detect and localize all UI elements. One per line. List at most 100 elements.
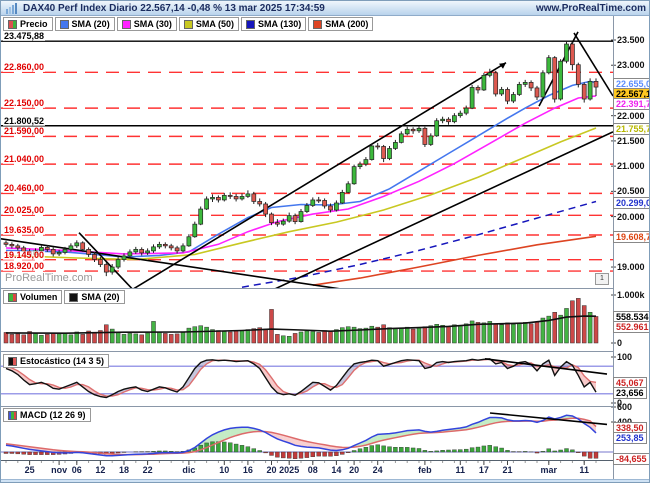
price-legend-item[interactable]: SMA (50) (178, 17, 240, 31)
watermark: ProRealTime.com (5, 272, 93, 284)
price-level-label[interactable]: 19.635,00 (3, 225, 46, 235)
x-axis (5, 461, 597, 465)
price-value-label: 21.755,70 (613, 123, 649, 135)
volume-bar (511, 324, 516, 344)
macd-histogram-bar (157, 450, 162, 453)
price-legend-item[interactable]: SMA (30) (116, 17, 177, 31)
volume-plot[interactable] (3, 298, 599, 344)
macd-histogram-bar (523, 451, 528, 453)
volume-legend-item[interactable]: Volumen (3, 290, 63, 304)
candle-down (86, 249, 91, 255)
candle-down (44, 247, 50, 250)
volume-bar (316, 332, 321, 344)
volume-bar (39, 335, 44, 344)
macd-histogram-bar (499, 447, 504, 453)
sma130-line (241, 200, 597, 288)
volume-bar (192, 326, 198, 344)
stoch-legend-item[interactable]: Estocástico (14 3 5) (3, 354, 110, 368)
sma200-line (312, 235, 597, 286)
x-axis-label: 06 (71, 465, 82, 475)
candle-up (345, 183, 351, 193)
candle-down (174, 247, 180, 252)
macd-histogram-bar (163, 450, 168, 453)
price-level-label[interactable]: 21.590,00 (3, 126, 46, 137)
macd-plot[interactable] (1, 412, 613, 459)
legend-color-icon (59, 19, 69, 29)
price-level-label[interactable]: 21.040,00 (3, 154, 46, 165)
candle-up (351, 166, 357, 185)
macd-legend: MACD (12 26 9) (3, 408, 91, 422)
legend-label: Precio (20, 19, 48, 29)
candle-down (593, 81, 599, 88)
volume-bar (528, 323, 534, 344)
prorealtime-url[interactable]: www.ProRealTime.com (535, 2, 646, 14)
volume-bar (381, 324, 386, 344)
price-legend-item[interactable]: SMA (200) (308, 17, 374, 31)
candle-up (546, 57, 552, 74)
candle-up (469, 87, 475, 109)
price-level-label[interactable]: 19.145,00 (3, 249, 46, 260)
price-level-label[interactable]: 22.860,00 (3, 62, 46, 73)
macd-histogram-bar (275, 451, 280, 458)
price-level-label[interactable]: 20.025,00 (3, 205, 46, 216)
legend-label: SMA (20) (81, 292, 120, 302)
volume-bar (593, 316, 599, 344)
volume-bar (45, 334, 50, 344)
macd-histogram-bar (233, 443, 239, 453)
candle-up (428, 135, 434, 145)
volume-bar (257, 327, 262, 344)
candle-up (463, 107, 469, 114)
volume-bar (239, 330, 245, 344)
volume-bar (227, 331, 233, 344)
macd-histogram-bar (587, 451, 593, 459)
price-legend-item[interactable]: SMA (130) (241, 17, 307, 31)
volume-bar (440, 324, 445, 344)
x-axis-label: mar (540, 465, 558, 475)
volume-bar (428, 325, 434, 344)
volume-bar (369, 325, 375, 344)
macd-histogram-bar (369, 445, 374, 453)
price-plot[interactable] (1, 31, 613, 291)
volume-legend-item[interactable]: SMA (20) (64, 290, 125, 304)
stoch-fill (342, 369, 349, 385)
price-legend-item[interactable]: Precio (3, 17, 53, 31)
macd-histogram-bar (340, 451, 345, 455)
volume-bar (163, 333, 168, 344)
volume-bar (21, 334, 26, 344)
volume-bar (410, 328, 416, 344)
candle-down (263, 203, 268, 215)
candle-up (511, 94, 516, 102)
stoch-fill (23, 374, 30, 385)
macd-histogram-bar (387, 446, 392, 453)
macd-histogram-bar (363, 447, 369, 453)
price-legend-item[interactable]: SMA (20) (54, 17, 115, 31)
legend-color-icon (8, 410, 17, 420)
legend-color-icon (8, 292, 17, 302)
price-level-label[interactable]: 18.920,00 (3, 261, 46, 272)
macd-histogram-bar (558, 449, 563, 453)
macd-histogram-bar (322, 451, 327, 457)
volume-bar (74, 331, 80, 344)
volume-bar (422, 326, 428, 344)
price-level-label[interactable]: 21.800,52 (3, 115, 46, 126)
macd-histogram-bar (422, 450, 428, 453)
candle-up (157, 243, 162, 248)
candle-up (540, 72, 546, 98)
legend-color-icon (8, 356, 17, 366)
price-level-label[interactable]: 20.460,00 (3, 183, 46, 194)
candle-up (363, 159, 369, 165)
page-badge[interactable]: 1 (595, 273, 609, 285)
legend-label: Volumen (20, 292, 58, 302)
macd-legend-item[interactable]: MACD (12 26 9) (3, 408, 91, 422)
volume-bar (357, 328, 363, 344)
macd-histogram-bar (3, 451, 9, 454)
macd-histogram-bar (115, 451, 121, 454)
volume-bar (251, 328, 257, 344)
legend-label: SMA (20) (71, 19, 110, 29)
candle-up (239, 196, 245, 200)
price-level-label[interactable]: 22.150,00 (3, 98, 46, 109)
price-level-label[interactable]: 23.475,88 (3, 31, 46, 42)
x-axis-label: 18 (118, 465, 130, 475)
stoch-value-label: 23,656 (613, 387, 647, 400)
